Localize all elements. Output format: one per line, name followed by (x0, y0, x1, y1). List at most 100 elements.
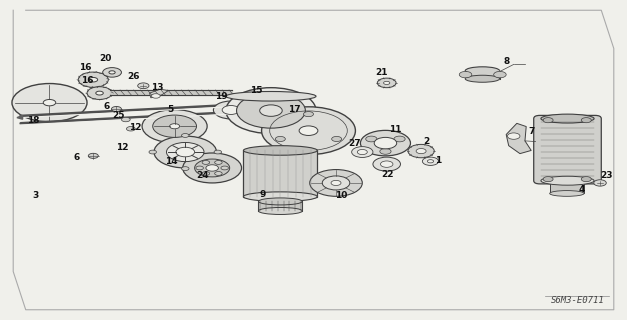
Ellipse shape (550, 191, 584, 196)
Circle shape (428, 160, 434, 163)
Circle shape (103, 68, 122, 77)
Circle shape (374, 137, 397, 149)
Text: 12: 12 (117, 143, 129, 152)
Circle shape (594, 180, 606, 186)
Polygon shape (150, 89, 169, 98)
Text: 26: 26 (128, 72, 140, 81)
Circle shape (299, 126, 318, 135)
Text: 2: 2 (423, 137, 429, 146)
Circle shape (176, 147, 194, 157)
Circle shape (377, 78, 396, 88)
Text: 8: 8 (503, 57, 509, 66)
Circle shape (394, 136, 405, 142)
Circle shape (507, 133, 520, 139)
Text: 9: 9 (259, 190, 265, 199)
Circle shape (381, 161, 393, 167)
Polygon shape (17, 116, 23, 119)
Text: 3: 3 (32, 190, 38, 200)
Circle shape (543, 177, 553, 182)
Circle shape (384, 81, 390, 84)
Ellipse shape (465, 67, 500, 75)
Circle shape (112, 107, 122, 112)
Circle shape (423, 157, 439, 165)
Circle shape (88, 153, 98, 158)
Text: 7: 7 (528, 127, 534, 136)
Circle shape (261, 107, 356, 155)
Circle shape (332, 136, 342, 141)
Text: 27: 27 (348, 139, 361, 148)
Circle shape (149, 150, 157, 154)
Ellipse shape (541, 176, 594, 185)
Circle shape (380, 148, 391, 154)
Circle shape (182, 153, 241, 183)
Circle shape (222, 106, 240, 115)
Circle shape (206, 165, 218, 171)
Circle shape (152, 94, 161, 98)
Ellipse shape (541, 114, 594, 123)
Circle shape (138, 83, 149, 89)
Text: 22: 22 (381, 170, 394, 179)
Circle shape (213, 101, 248, 119)
Circle shape (127, 126, 135, 131)
Circle shape (214, 172, 222, 175)
Bar (243, 150, 317, 197)
Ellipse shape (243, 146, 317, 155)
Circle shape (89, 77, 98, 82)
Circle shape (357, 149, 367, 155)
Circle shape (331, 180, 341, 186)
Text: 20: 20 (100, 54, 112, 63)
FancyBboxPatch shape (534, 116, 601, 184)
Circle shape (12, 84, 87, 122)
Text: 18: 18 (27, 116, 40, 125)
Text: 11: 11 (389, 125, 401, 134)
Circle shape (310, 170, 362, 196)
Circle shape (221, 166, 228, 170)
Ellipse shape (243, 192, 317, 201)
Circle shape (154, 136, 216, 168)
Circle shape (416, 148, 426, 154)
Circle shape (260, 105, 282, 116)
Text: 4: 4 (578, 185, 584, 194)
Circle shape (202, 172, 209, 175)
Circle shape (181, 133, 189, 137)
Text: 23: 23 (600, 171, 613, 180)
Text: 5: 5 (168, 105, 174, 114)
Circle shape (373, 157, 401, 171)
Text: 16: 16 (79, 63, 92, 72)
Text: 6: 6 (74, 153, 80, 162)
Text: 10: 10 (335, 190, 348, 200)
Ellipse shape (258, 207, 302, 214)
Text: 1: 1 (436, 156, 442, 165)
Circle shape (581, 177, 591, 182)
Circle shape (214, 161, 222, 164)
Circle shape (493, 71, 506, 78)
Ellipse shape (226, 92, 316, 101)
Ellipse shape (465, 75, 500, 82)
Text: 6: 6 (104, 102, 110, 111)
Text: 19: 19 (214, 92, 227, 101)
Circle shape (581, 118, 591, 123)
Circle shape (236, 93, 305, 128)
Circle shape (202, 161, 209, 164)
Circle shape (366, 136, 377, 142)
Text: 14: 14 (164, 157, 177, 166)
Text: 16: 16 (81, 76, 93, 85)
Bar (550, 180, 584, 194)
Circle shape (408, 144, 435, 158)
Circle shape (109, 71, 115, 74)
Circle shape (122, 117, 130, 122)
Circle shape (153, 115, 196, 137)
Circle shape (361, 130, 411, 156)
Text: 25: 25 (112, 111, 125, 120)
Circle shape (142, 110, 207, 143)
Circle shape (170, 124, 179, 129)
Circle shape (194, 159, 229, 177)
Circle shape (459, 71, 472, 78)
Circle shape (196, 166, 203, 170)
Circle shape (78, 72, 108, 87)
Text: 13: 13 (151, 83, 164, 92)
Circle shape (275, 136, 285, 141)
Circle shape (43, 100, 56, 106)
Text: 24: 24 (196, 171, 208, 180)
Polygon shape (506, 123, 531, 154)
